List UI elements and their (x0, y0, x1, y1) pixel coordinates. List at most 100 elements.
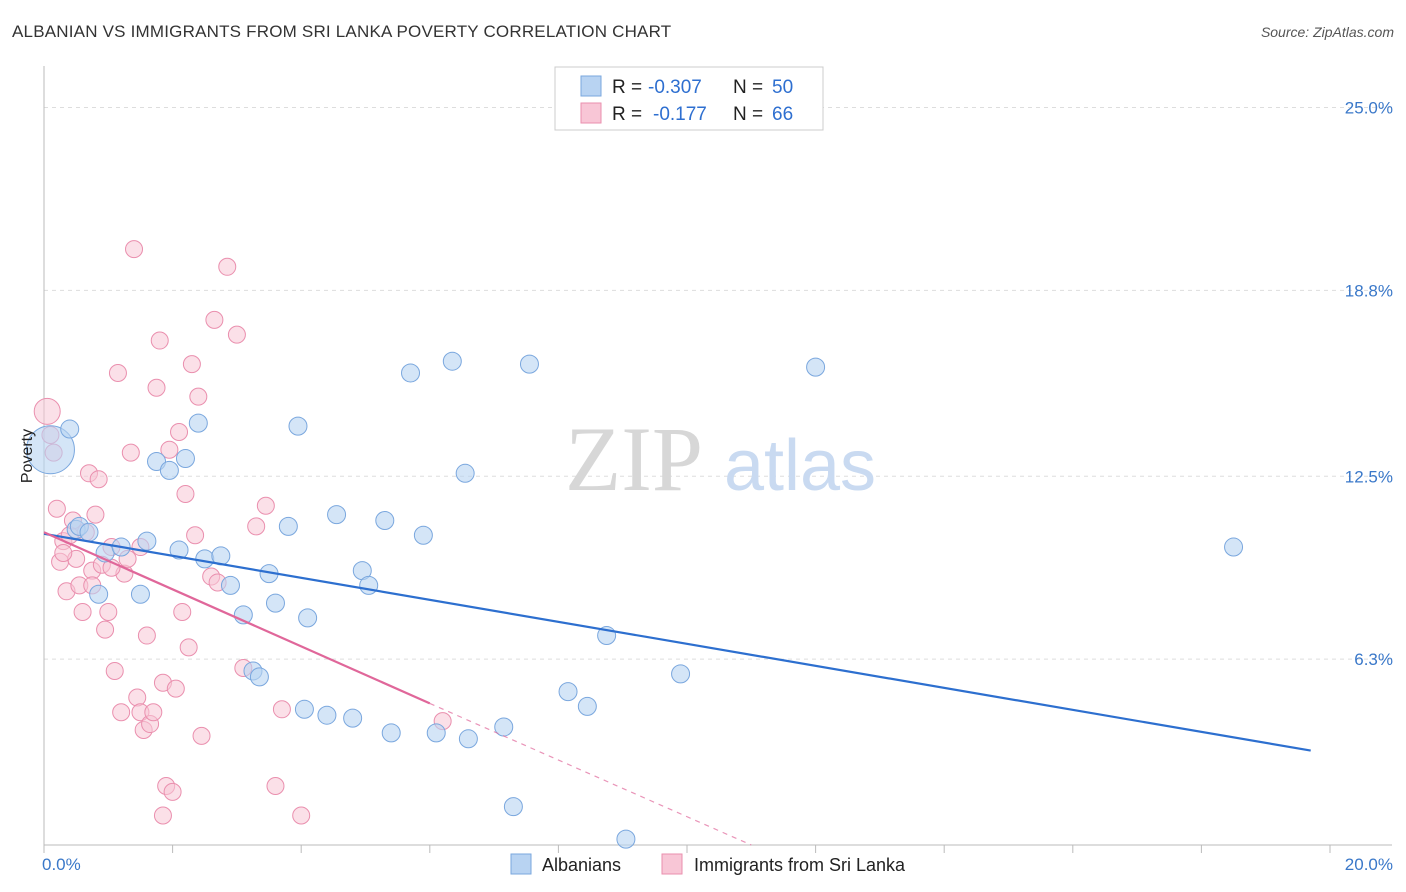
point-albanians (188, 413, 208, 433)
point-albanians (671, 664, 691, 684)
watermark-zip: ZIP (565, 408, 703, 510)
y-tick-label: 18.8% (1345, 281, 1393, 300)
point-immigrants (147, 378, 166, 397)
point-albanians (169, 540, 189, 560)
point-albanians (265, 593, 285, 613)
point-albanians (442, 351, 462, 371)
point-albanians (806, 357, 826, 377)
point-immigrants (86, 505, 105, 524)
point-albanians (25, 425, 75, 475)
point-albanians (381, 723, 401, 743)
point-albanians (294, 699, 314, 719)
point-albanians (558, 682, 578, 702)
point-immigrants (186, 526, 205, 545)
x-tick-label: 20.0% (1345, 855, 1393, 874)
point-albanians (375, 511, 395, 530)
point-immigrants (266, 777, 285, 795)
bottom-legend-albanians: Albanians (542, 855, 621, 875)
point-albanians (343, 708, 363, 728)
trend-line-immigrants (43, 531, 431, 705)
point-immigrants (205, 310, 224, 329)
point-immigrants (89, 470, 108, 489)
chart-source: Source: ZipAtlas.com (1260, 24, 1394, 40)
point-albanians (89, 584, 109, 604)
point-immigrants (166, 679, 185, 698)
point-immigrants (173, 602, 192, 621)
point-albanians (278, 516, 298, 536)
chart-title: ALBANIAN VS IMMIGRANTS FROM SRI LANKA PO… (12, 22, 672, 41)
axes (43, 66, 1392, 853)
point-immigrants (33, 397, 61, 425)
point-immigrants (192, 726, 211, 745)
point-immigrants (247, 517, 266, 536)
point-immigrants (144, 703, 163, 722)
x-tick-labels: 0.0% 20.0% (42, 855, 1393, 874)
point-immigrants (47, 499, 66, 518)
point-immigrants (160, 440, 179, 459)
grid-lines (44, 107, 1392, 660)
point-immigrants (272, 700, 291, 719)
bottom-legend-swatch-albanians (510, 853, 532, 875)
point-immigrants (96, 620, 115, 639)
point-immigrants (121, 443, 140, 462)
trend-lines (43, 531, 1311, 846)
y-tick-label: 6.3% (1354, 650, 1393, 669)
point-immigrants (163, 782, 182, 801)
point-albanians (195, 549, 215, 569)
point-immigrants (256, 496, 275, 515)
point-immigrants (227, 325, 246, 344)
point-immigrants (176, 484, 195, 503)
trend-line-immigrants-extension (429, 702, 752, 846)
point-immigrants (170, 423, 189, 441)
trend-line-albanians (43, 532, 1311, 752)
point-albanians (519, 354, 539, 374)
point-albanians (317, 705, 337, 725)
point-immigrants (54, 543, 73, 562)
y-axis-label: Poverty (19, 429, 36, 483)
point-immigrants (137, 626, 156, 645)
point-immigrants (218, 257, 237, 276)
legend-r-value-1: -0.307 (648, 77, 702, 98)
legend-n-value-2: 66 (772, 104, 793, 125)
point-albanians (426, 723, 446, 743)
point-albanians (616, 829, 636, 849)
bottom-legend-swatch-immigrants (661, 853, 683, 875)
legend-n-label-1: N = (733, 77, 763, 98)
point-albanians (175, 449, 195, 469)
point-albanians (220, 575, 240, 595)
series-immigrants-points (33, 240, 452, 825)
point-albanians (327, 505, 347, 525)
point-albanians (503, 797, 523, 817)
y-tick-label: 25.0% (1345, 99, 1393, 118)
legend-top: R = -0.307 N = 50 R = -0.177 N = 66 (554, 66, 824, 131)
point-immigrants (105, 661, 124, 680)
point-immigrants (125, 240, 144, 259)
point-immigrants (153, 806, 172, 825)
point-albanians (60, 419, 80, 439)
y-tick-label: 12.5% (1345, 467, 1393, 486)
point-immigrants (292, 806, 311, 825)
legend-n-value-1: 50 (772, 77, 793, 98)
point-albanians (249, 667, 269, 687)
point-albanians (130, 584, 150, 604)
legend-swatch-immigrants (580, 102, 602, 124)
y-tick-labels: 6.3% 12.5% 18.8% 25.0% (1345, 99, 1393, 670)
point-albanians (79, 522, 99, 542)
point-immigrants (179, 638, 198, 657)
point-albanians (137, 531, 157, 551)
point-albanians (359, 575, 379, 595)
point-immigrants (73, 602, 92, 621)
x-tick-label: 0.0% (42, 855, 81, 874)
point-albanians (298, 608, 318, 628)
point-immigrants (189, 387, 208, 406)
watermark: ZIP atlas (565, 408, 876, 510)
watermark-atlas: atlas (724, 426, 876, 506)
legend-swatch-albanians (580, 75, 602, 97)
legend-r-label-1: R = (612, 77, 642, 98)
point-immigrants (182, 355, 201, 374)
legend-r-value-2: -0.177 (653, 104, 707, 125)
bottom-legend-immigrants: Immigrants from Sri Lanka (694, 855, 906, 875)
point-albanians (413, 525, 433, 545)
legend-r-label-2: R = (612, 104, 642, 125)
